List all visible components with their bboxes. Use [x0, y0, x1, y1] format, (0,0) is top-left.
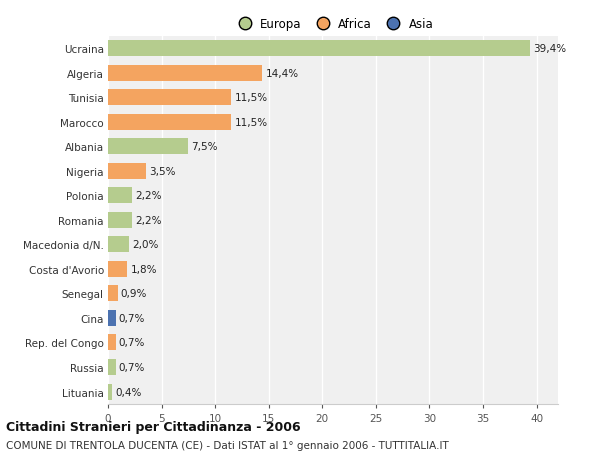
Bar [108, 213, 131, 228]
Legend: Europa, Africa, Asia: Europa, Africa, Asia [228, 13, 438, 36]
Text: 2,0%: 2,0% [133, 240, 159, 250]
Bar [108, 90, 231, 106]
Bar [108, 359, 115, 375]
Text: 0,7%: 0,7% [119, 313, 145, 323]
Text: 1,8%: 1,8% [131, 264, 157, 274]
Bar [108, 41, 530, 57]
Bar [108, 139, 188, 155]
Text: 14,4%: 14,4% [265, 68, 299, 78]
Text: 0,9%: 0,9% [121, 289, 147, 299]
Text: 0,4%: 0,4% [115, 386, 142, 397]
Bar [108, 237, 130, 253]
Text: 11,5%: 11,5% [235, 118, 268, 128]
Text: 39,4%: 39,4% [533, 44, 566, 54]
Bar [108, 114, 231, 130]
Bar [108, 261, 127, 277]
Text: 0,7%: 0,7% [119, 338, 145, 348]
Text: Cittadini Stranieri per Cittadinanza - 2006: Cittadini Stranieri per Cittadinanza - 2… [6, 420, 301, 433]
Text: 3,5%: 3,5% [149, 166, 175, 176]
Bar [108, 335, 115, 351]
Bar [108, 286, 118, 302]
Bar [108, 66, 262, 81]
Text: 7,5%: 7,5% [191, 142, 218, 152]
Bar [108, 384, 112, 400]
Text: 11,5%: 11,5% [235, 93, 268, 103]
Text: 2,2%: 2,2% [135, 215, 161, 225]
Text: COMUNE DI TRENTOLA DUCENTA (CE) - Dati ISTAT al 1° gennaio 2006 - TUTTITALIA.IT: COMUNE DI TRENTOLA DUCENTA (CE) - Dati I… [6, 440, 449, 450]
Bar [108, 163, 146, 179]
Text: 0,7%: 0,7% [119, 362, 145, 372]
Bar [108, 188, 131, 204]
Text: 2,2%: 2,2% [135, 191, 161, 201]
Bar [108, 310, 115, 326]
